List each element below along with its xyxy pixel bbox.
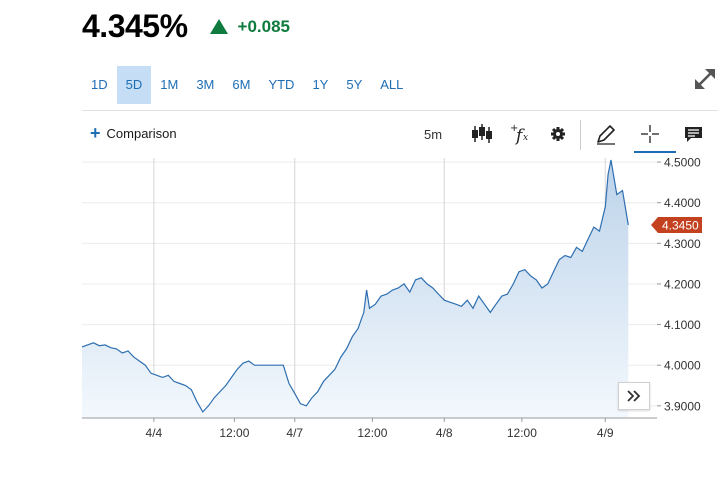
x-tick-label: 12:00 — [219, 426, 249, 440]
interval-selector[interactable]: 5m — [424, 127, 443, 142]
x-tick-label: 4/7 — [286, 426, 303, 440]
toolbar-separator — [580, 120, 581, 150]
last-price: 4.345% — [82, 8, 188, 44]
svg-text:+: + — [510, 123, 518, 134]
y-tick-label: 4.0000 — [664, 359, 701, 373]
range-selector: 1D 5D 1M 3M 6M YTD 1Y 5Y ALL — [82, 66, 412, 104]
x-tick-label: 4/8 — [436, 426, 453, 440]
range-1d[interactable]: 1D — [91, 77, 108, 92]
active-tool-indicator — [634, 151, 676, 153]
range-all[interactable]: ALL — [380, 77, 404, 92]
comparison-label: Comparison — [106, 125, 177, 141]
y-tick-label: 3.9000 — [664, 399, 701, 413]
price-change-value: +0.085 — [237, 16, 291, 36]
candlestick-icon[interactable] — [470, 122, 494, 146]
range-1y[interactable]: 1Y — [312, 77, 329, 92]
function-icon[interactable]: f + x — [508, 122, 532, 146]
chart-toolbar: + Comparison 5m f + x — [82, 118, 718, 154]
range-5y[interactable]: 5Y — [346, 77, 363, 92]
y-tick-label: 4.3000 — [664, 237, 701, 251]
x-tick-label: 12:00 — [357, 426, 387, 440]
x-tick-label: 12:00 — [507, 426, 537, 440]
x-tick-label: 4/4 — [146, 426, 163, 440]
current-price-label: 4.3450 — [662, 219, 699, 233]
y-tick-label: 4.1000 — [664, 318, 701, 332]
price-area-fill — [82, 160, 629, 418]
price-change: +0.085 — [209, 16, 291, 37]
news-icon[interactable] — [682, 122, 706, 146]
x-tick-label: 4/9 — [597, 426, 614, 440]
pencil-icon[interactable] — [594, 122, 618, 146]
comparison-button[interactable]: + Comparison — [90, 124, 177, 142]
gear-icon[interactable] — [546, 122, 570, 146]
range-1m[interactable]: 1M — [160, 77, 179, 92]
y-tick-label: 4.4000 — [664, 196, 701, 210]
crosshair-icon[interactable] — [638, 122, 662, 146]
svg-text:f: f — [514, 126, 525, 146]
y-tick-label: 4.2000 — [664, 277, 701, 291]
divider — [82, 110, 718, 111]
range-6m[interactable]: 6M — [232, 77, 251, 92]
current-price-tag — [651, 217, 702, 234]
plus-icon: + — [90, 123, 101, 143]
range-3m[interactable]: 3M — [196, 77, 215, 92]
price-line — [81, 159, 629, 413]
expand-icon[interactable] — [692, 66, 718, 92]
range-5d[interactable]: 5D — [116, 66, 152, 104]
range-ytd[interactable]: YTD — [268, 77, 295, 92]
up-arrow-icon — [209, 19, 228, 34]
y-tick-label: 4.5000 — [664, 156, 701, 170]
double-chevron-right-icon — [627, 390, 641, 402]
svg-text:x: x — [523, 133, 528, 143]
scroll-forward-button[interactable] — [618, 382, 650, 410]
quote-header: 4.345% +0.085 — [82, 8, 290, 45]
